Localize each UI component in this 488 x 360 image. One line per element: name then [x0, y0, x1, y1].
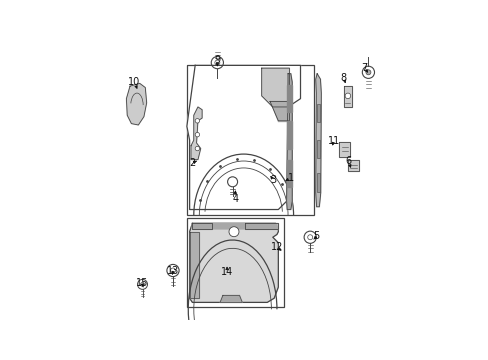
Polygon shape	[261, 68, 289, 107]
Bar	[316, 104, 320, 122]
Polygon shape	[287, 121, 291, 149]
Circle shape	[362, 66, 374, 78]
Circle shape	[195, 132, 199, 137]
Circle shape	[195, 118, 199, 123]
Polygon shape	[244, 223, 278, 229]
Circle shape	[228, 227, 239, 237]
Circle shape	[214, 60, 220, 65]
Polygon shape	[269, 102, 289, 121]
Text: 2: 2	[189, 158, 195, 168]
Text: 7: 7	[361, 63, 367, 73]
Bar	[316, 140, 320, 158]
Circle shape	[227, 177, 237, 187]
Polygon shape	[126, 84, 146, 125]
Circle shape	[170, 268, 175, 273]
Bar	[186, 66, 314, 215]
Text: 9: 9	[214, 55, 220, 65]
Polygon shape	[220, 296, 242, 302]
Text: 13: 13	[167, 266, 179, 276]
Circle shape	[307, 235, 312, 240]
Circle shape	[211, 57, 223, 69]
Text: 11: 11	[327, 136, 340, 146]
Text: 6: 6	[345, 156, 351, 166]
Polygon shape	[191, 107, 202, 159]
Circle shape	[195, 146, 199, 151]
Circle shape	[140, 283, 144, 286]
Text: 4: 4	[232, 194, 238, 204]
Text: 5: 5	[313, 231, 319, 241]
Polygon shape	[339, 141, 350, 157]
Polygon shape	[287, 85, 291, 112]
Text: 10: 10	[128, 77, 140, 87]
Circle shape	[365, 70, 370, 75]
Polygon shape	[286, 74, 292, 210]
Bar	[186, 218, 284, 306]
Polygon shape	[189, 223, 278, 302]
Polygon shape	[315, 74, 321, 207]
Circle shape	[345, 93, 350, 99]
Polygon shape	[186, 66, 300, 210]
Polygon shape	[192, 223, 278, 229]
Text: 15: 15	[136, 278, 148, 288]
Bar	[316, 174, 320, 192]
Circle shape	[137, 279, 147, 289]
Polygon shape	[344, 86, 351, 107]
Text: 14: 14	[221, 267, 233, 277]
Circle shape	[304, 231, 316, 243]
Polygon shape	[192, 223, 211, 229]
Polygon shape	[347, 159, 359, 171]
Text: 1: 1	[287, 174, 293, 184]
Text: 3: 3	[270, 175, 276, 185]
Text: 8: 8	[340, 73, 346, 83]
Text: 12: 12	[270, 242, 283, 252]
Circle shape	[166, 264, 179, 276]
Polygon shape	[189, 232, 199, 298]
Polygon shape	[287, 159, 291, 187]
